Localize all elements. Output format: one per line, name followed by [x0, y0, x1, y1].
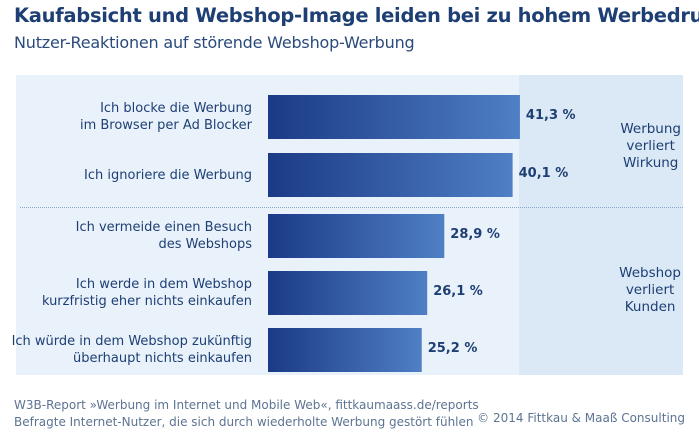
value-label: 26,1 %: [433, 284, 483, 299]
group-label-line: Werbung: [620, 121, 681, 137]
category-label-line: Ich würde in dem Webshop zukünftig: [11, 334, 252, 349]
category-label: Ich würde in dem Webshop zukünftig überha…: [12, 333, 252, 367]
category-label-line: Ich ignoriere die Werbung: [84, 167, 252, 183]
sample-note: Befragte Internet-Nutzer, die sich durch…: [14, 415, 474, 429]
chart-title: Kaufabsicht und Webshop-Image leiden bei…: [14, 4, 699, 27]
group-background: [519, 75, 683, 375]
bar: [268, 271, 428, 315]
group-label-line: verliert: [626, 138, 675, 154]
group-label-line: Wirkung: [622, 155, 679, 171]
bar: [268, 95, 520, 139]
group-divider: [20, 207, 683, 208]
chart-subtitle: Nutzer-Reaktionen auf störende Webshop-W…: [14, 33, 415, 52]
value-label: 41,3 %: [525, 108, 576, 123]
group-label-wirkung: Werbung verliert Wirkung: [620, 121, 681, 172]
category-label: Ich vermeide einen Besuch des Webshops: [76, 219, 252, 253]
group-label-line: verliert: [625, 282, 675, 298]
category-label: Ich blocke die Werbung im Browser per Ad …: [80, 100, 252, 134]
category-label-line: überhaupt nichts einkaufen: [73, 351, 252, 366]
source-note: W3B-Report »Werbung im Internet und Mobi…: [14, 398, 479, 412]
category-label-line: kurzfristig eher nichts einkaufen: [41, 294, 252, 309]
value-label: 25,2 %: [427, 341, 478, 356]
category-label: Ich werde in dem Webshop kurzfristig eher…: [42, 276, 252, 310]
group-label-line: Kunden: [624, 299, 676, 315]
category-label-line: Ich blocke die Werbung: [100, 101, 252, 116]
category-label-line: Ich werde in dem Webshop: [75, 277, 252, 292]
bar: [268, 328, 422, 372]
category-label-line: im Browser per Ad Blocker: [79, 118, 252, 133]
bar: [268, 214, 445, 258]
value-label: 40,1 %: [518, 166, 569, 181]
bar: [268, 153, 513, 197]
category-label-line: Ich vermeide einen Besuch: [75, 220, 252, 235]
group-label-kunden: Webshop verliert Kunden: [619, 265, 681, 316]
category-label: Ich ignoriere die Werbung: [84, 167, 252, 184]
group-label-line: Webshop: [619, 265, 681, 281]
category-label-line: des Webshops: [158, 237, 253, 252]
value-label: 28,9 %: [450, 227, 500, 242]
copyright: © 2014 Fittkau & Maaß Consulting: [477, 411, 685, 425]
